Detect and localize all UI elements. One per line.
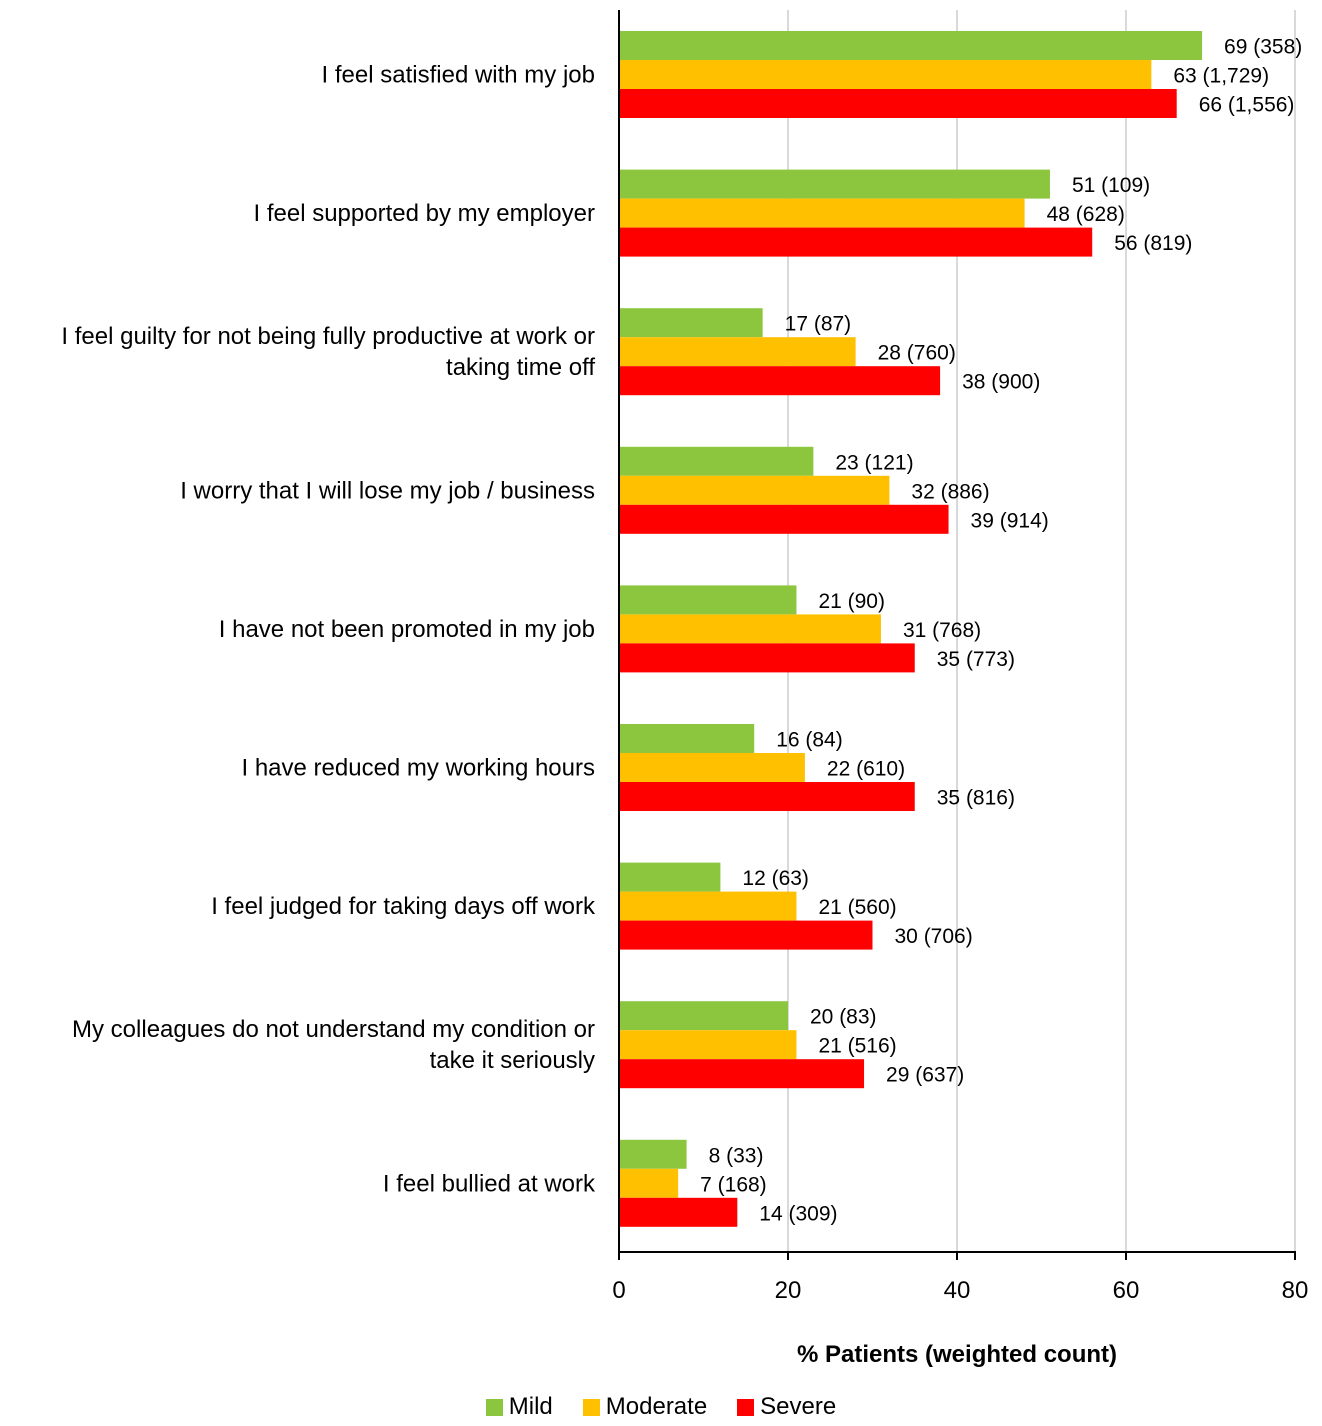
bar-moderate xyxy=(619,198,1025,228)
bar-mild xyxy=(619,1139,687,1169)
category-label: I worry that I will lose my job / busine… xyxy=(180,477,595,504)
category-label: I have not been promoted in my job xyxy=(219,616,595,643)
bar-moderate xyxy=(619,1168,679,1198)
data-label: 8 (33) xyxy=(709,1144,764,1167)
bar-mild xyxy=(619,446,814,476)
category-label: I have reduced my working hours xyxy=(241,755,595,782)
data-label: 48 (628) xyxy=(1047,203,1125,226)
bars xyxy=(619,31,1203,1227)
category-label: My colleagues do not understand my condi… xyxy=(72,1016,595,1043)
category-label: take it seriously xyxy=(430,1047,595,1074)
legend-swatch xyxy=(485,1398,503,1416)
data-label: 35 (816) xyxy=(937,787,1015,810)
category-label: I feel judged for taking days off work xyxy=(211,893,596,920)
bar-severe xyxy=(619,643,915,673)
data-label: 16 (84) xyxy=(776,729,843,752)
data-label: 29 (637) xyxy=(886,1064,964,1087)
x-tick-label: 0 xyxy=(612,1277,625,1304)
data-label: 21 (516) xyxy=(818,1035,896,1058)
bar-mild xyxy=(619,724,755,753)
legend-swatch xyxy=(737,1398,755,1416)
data-label: 39 (914) xyxy=(971,509,1049,532)
data-label: 56 (819) xyxy=(1114,232,1192,255)
legend-item-severe: Severe xyxy=(737,1393,836,1421)
category-label: I feel guilty for not being fully produc… xyxy=(61,323,595,350)
bar-moderate xyxy=(619,1030,797,1060)
data-label: 23 (121) xyxy=(835,451,913,474)
data-label: 35 (773) xyxy=(937,648,1015,671)
bar-moderate xyxy=(619,753,805,782)
data-label: 30 (706) xyxy=(895,925,973,948)
category-label: I feel bullied at work xyxy=(383,1170,596,1197)
data-label: 32 (886) xyxy=(911,480,989,503)
category-labels: I feel satisfied with my job I feel suppo… xyxy=(61,62,596,1198)
data-label: 63 (1,729) xyxy=(1173,65,1269,88)
category-label: I feel supported by my employer xyxy=(254,200,596,227)
value-labels: 69 (358) 63 (1,729) 66 (1,556) 51 (109) 48 (… xyxy=(700,36,1302,1226)
legend-item-mild: Mild xyxy=(485,1393,553,1421)
x-tick-label: 40 xyxy=(944,1277,971,1304)
legend-label: Severe xyxy=(760,1393,837,1420)
bar-severe xyxy=(619,1197,738,1227)
bar-mild xyxy=(619,308,763,338)
data-label: 51 (109) xyxy=(1072,174,1150,197)
bar-moderate xyxy=(619,60,1152,89)
legend-label: Moderate xyxy=(605,1393,708,1420)
bar-severe xyxy=(619,1059,865,1089)
bar-mild xyxy=(619,169,1050,199)
bar-chart: 69 (358) 63 (1,729) 66 (1,556) 51 (109) 48 (… xyxy=(61,10,1308,1368)
data-label: 21 (560) xyxy=(818,896,896,919)
bar-mild xyxy=(619,1001,788,1031)
data-label: 69 (358) xyxy=(1224,36,1302,59)
legend-label: Mild xyxy=(508,1393,553,1420)
data-label: 12 (63) xyxy=(742,867,809,890)
tick-labels: 0 20 40 60 80 xyxy=(612,1277,1308,1304)
data-label: 14 (309) xyxy=(759,1202,837,1225)
data-label: 17 (87) xyxy=(785,313,852,336)
data-label: 21 (90) xyxy=(818,590,885,613)
category-label: taking time off xyxy=(446,354,595,381)
bar-severe xyxy=(619,366,941,396)
x-axis-title: % Patients (weighted count) xyxy=(797,1341,1117,1368)
bar-mild xyxy=(619,31,1203,60)
bar-moderate xyxy=(619,337,856,367)
bar-mild xyxy=(619,862,721,892)
legend-item-moderate: Moderate xyxy=(582,1393,708,1421)
data-label: 22 (610) xyxy=(827,758,905,781)
axes xyxy=(618,10,1296,1260)
bar-severe xyxy=(619,782,915,811)
bar-moderate xyxy=(619,475,890,505)
legend: Mild Moderate Severe xyxy=(0,1391,1322,1423)
data-label: 31 (768) xyxy=(903,619,981,642)
bar-severe xyxy=(619,227,1093,257)
bar-severe xyxy=(619,89,1177,118)
x-tick-label: 20 xyxy=(775,1277,802,1304)
data-label: 7 (168) xyxy=(700,1173,767,1196)
x-tick-label: 80 xyxy=(1282,1277,1309,1304)
bar-severe xyxy=(619,920,873,950)
data-label: 20 (83) xyxy=(810,1006,877,1029)
category-label: I feel satisfied with my job xyxy=(322,62,595,89)
bar-moderate xyxy=(619,614,881,644)
bar-severe xyxy=(619,504,949,534)
bar-moderate xyxy=(619,891,797,921)
data-label: 28 (760) xyxy=(878,342,956,365)
data-label: 38 (900) xyxy=(962,371,1040,394)
legend-swatch xyxy=(582,1398,600,1416)
bar-mild xyxy=(619,585,797,615)
data-label: 66 (1,556) xyxy=(1199,94,1295,117)
x-tick-label: 60 xyxy=(1113,1277,1140,1304)
